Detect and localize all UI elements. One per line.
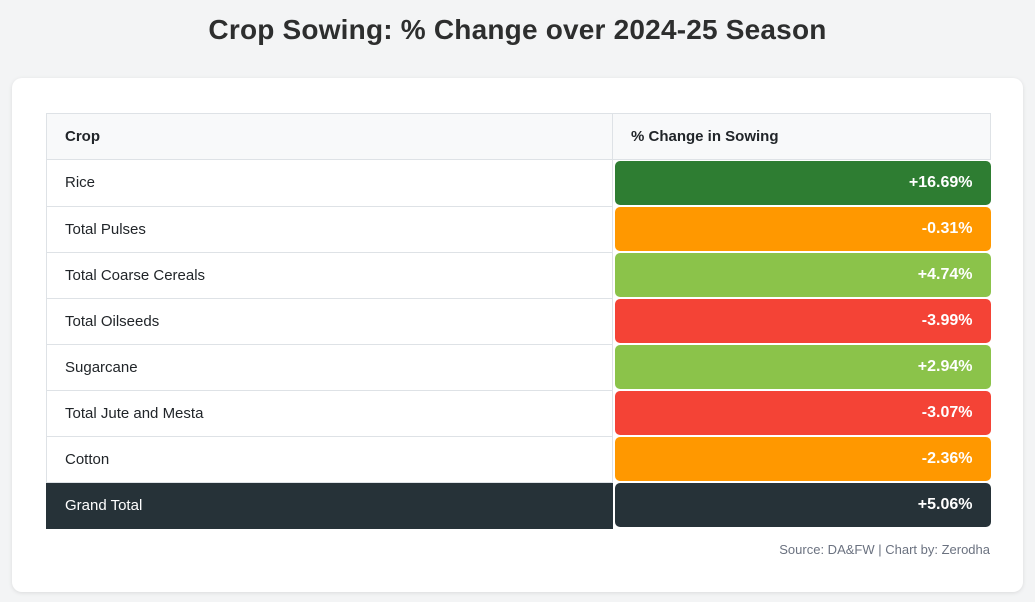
- table-header-row: Crop % Change in Sowing: [46, 113, 991, 160]
- change-value-cell: -3.07%: [613, 390, 991, 436]
- change-value-cell: +16.69%: [613, 160, 991, 207]
- crop-name-cell: Total Oilseeds: [46, 298, 613, 345]
- table-row: Total Coarse Cereals +4.74%: [46, 252, 991, 299]
- change-value-pill: +4.74%: [615, 253, 991, 297]
- change-value-pill: +2.94%: [615, 345, 991, 389]
- change-value-pill: -2.36%: [615, 437, 991, 481]
- source-note: Source: DA&FW | Chart by: Zerodha: [779, 541, 990, 557]
- crop-name-cell: Sugarcane: [46, 344, 613, 391]
- change-value-cell: -0.31%: [613, 206, 991, 252]
- crop-name-cell: Total Coarse Cereals: [46, 252, 613, 299]
- column-header-change: % Change in Sowing: [612, 113, 991, 160]
- change-value-cell: +2.94%: [613, 344, 991, 390]
- table-row: Sugarcane +2.94%: [46, 344, 991, 391]
- table-row: Total Jute and Mesta -3.07%: [46, 390, 991, 437]
- crop-name-cell: Grand Total: [46, 482, 613, 529]
- chart-card: Crop % Change in Sowing Rice +16.69% Total…: [12, 78, 1023, 592]
- table-row: Total Oilseeds -3.99%: [46, 298, 991, 345]
- table-row: Rice +16.69%: [46, 159, 991, 207]
- change-value-pill: -3.99%: [615, 299, 991, 343]
- crop-name-cell: Total Jute and Mesta: [46, 390, 613, 437]
- change-value-cell: -3.99%: [613, 298, 991, 344]
- table-row-grand-total: Grand Total +5.06%: [46, 482, 991, 529]
- change-value-pill: -3.07%: [615, 391, 991, 435]
- change-value-cell: -2.36%: [613, 436, 991, 482]
- table-row: Cotton -2.36%: [46, 436, 991, 483]
- table-row: Total Pulses -0.31%: [46, 206, 991, 253]
- change-value-pill: +16.69%: [615, 161, 991, 205]
- crop-name-cell: Cotton: [46, 436, 613, 483]
- change-value-pill: +5.06%: [615, 483, 991, 527]
- change-value-cell: +4.74%: [613, 252, 991, 298]
- crop-sowing-table: Crop % Change in Sowing Rice +16.69% Total…: [46, 113, 991, 529]
- table-body: Rice +16.69% Total Pulses -0.31% Total Coars…: [46, 159, 991, 529]
- page-title: Crop Sowing: % Change over 2024-25 Seaso…: [208, 14, 827, 45]
- change-value-cell: +5.06%: [613, 482, 991, 528]
- crop-name-cell: Total Pulses: [46, 206, 613, 253]
- crop-name-cell: Rice: [46, 159, 613, 207]
- column-header-crop: Crop: [46, 113, 613, 160]
- change-value-pill: -0.31%: [615, 207, 991, 251]
